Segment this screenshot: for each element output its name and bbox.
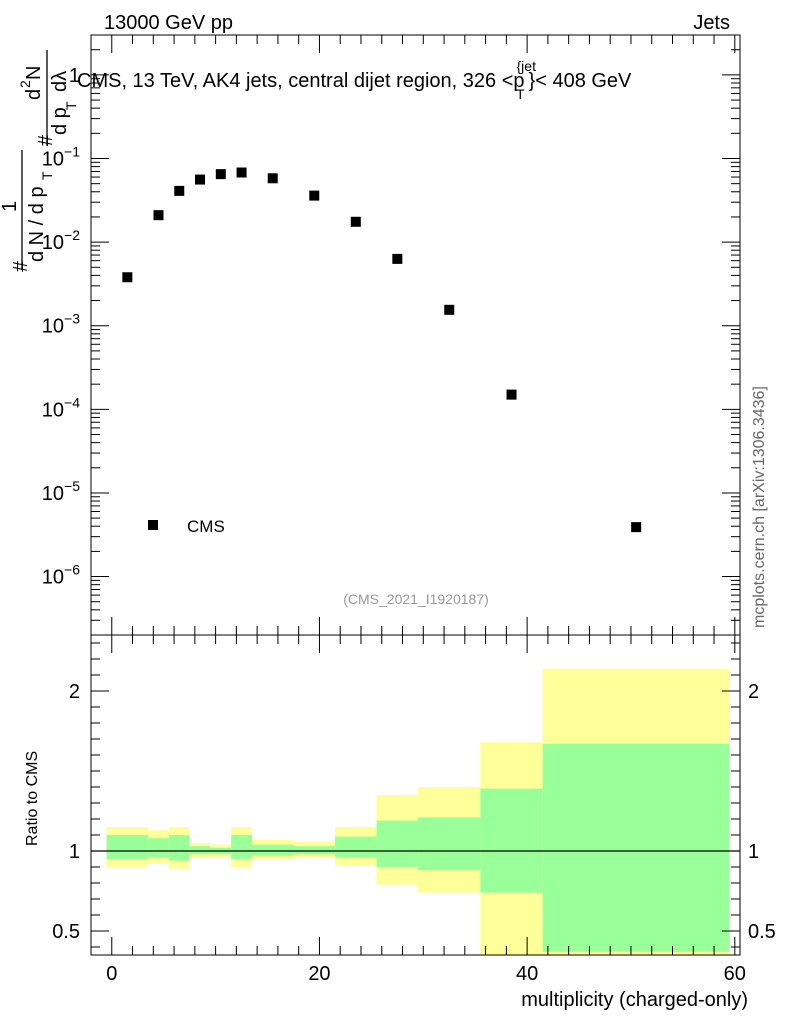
main-y-tick-labels: 10−6 10−5 10−4 10−3 10−2 10−1 1	[42, 65, 80, 589]
cms-data-point	[631, 522, 642, 533]
cms-data-point	[122, 272, 133, 283]
ylabel-den-sub-T: T	[63, 101, 79, 110]
main-y-tick-label: 10−5	[42, 478, 80, 505]
ratio-green-band	[293, 846, 336, 855]
ylabel-hash-1: #	[10, 260, 32, 272]
cms-data-point	[215, 169, 226, 180]
main-y-tick-label: 10−6	[42, 562, 80, 589]
ylabel-dlambda: dλ	[49, 71, 71, 92]
ratio-y-tick-label: 2	[69, 681, 80, 703]
cms-data-point	[444, 304, 455, 315]
title-sub: T	[516, 86, 525, 102]
ratio-green-band	[189, 846, 211, 855]
ratio-plot-frame	[90, 634, 741, 956]
ratio-y-tick-label-right: 2	[748, 681, 759, 703]
main-y-tick-label: 10−1	[42, 144, 80, 171]
main-plot-title: CMS, 13 TeV, AK4 jets, central dijet reg…	[77, 58, 632, 102]
cms-data-point	[309, 190, 320, 201]
x-tick-label: 20	[308, 963, 330, 985]
ratio-y-axis-label: Ratio to CMS	[24, 751, 41, 846]
main-y-tick-label: 1	[69, 65, 80, 87]
x-tick-label: 40	[516, 963, 538, 985]
main-axis-ticks	[90, 34, 740, 636]
ylabel-num-N: N	[23, 66, 45, 80]
mcplots-watermark: mcplots.cern.ch [arXiv:1306.3436]	[751, 386, 768, 628]
main-y-tick-label: 10−3	[42, 311, 80, 338]
cms-data-point	[267, 173, 278, 184]
ratio-y-tick-label-right: 0.5	[748, 921, 776, 943]
main-data-markers	[122, 167, 642, 533]
ratio-green-band	[542, 743, 730, 952]
main-plot-frame	[90, 34, 741, 636]
x-tick-label: 60	[724, 963, 746, 985]
header-process-label: Jets	[693, 12, 730, 34]
ratio-green-band	[335, 836, 377, 858]
cms-data-point	[236, 167, 247, 178]
main-y-tick-label: 10−4	[42, 394, 80, 421]
ylabel-hash-2: #	[35, 134, 57, 146]
cms-data-point	[195, 174, 206, 185]
ratio-green-band	[376, 820, 419, 867]
x-tick-label: 0	[106, 963, 117, 985]
ratio-axis-ticks	[90, 635, 740, 955]
header-energy-label: 13000 GeV pp	[104, 12, 233, 34]
cms-data-point	[506, 389, 517, 400]
main-y-axis-label: # 1 d N / d p T # d 2 N d p T dλ	[0, 50, 79, 272]
title-sup: {jet	[517, 58, 537, 74]
ylabel-one: 1	[0, 201, 21, 212]
ratio-green-bands	[106, 743, 730, 952]
cms-data-point	[153, 210, 164, 221]
cms-data-point	[174, 185, 185, 196]
ratio-green-band	[251, 844, 294, 856]
ratio-y-tick-labels: 0.5 0.5 1 1 2 2	[52, 681, 776, 943]
ratio-x-tick-labels: 0 20 40 60	[106, 963, 746, 985]
cms-data-point	[350, 216, 361, 227]
title-main: CMS, 13 TeV, AK4 jets, central dijet reg…	[77, 70, 525, 92]
ratio-y-tick-label: 0.5	[52, 921, 80, 943]
ratio-y-tick-label-right: 1	[748, 841, 759, 863]
legend-label-cms: CMS	[187, 517, 225, 536]
ylabel-num-d: d	[23, 89, 45, 100]
ratio-green-band	[148, 838, 169, 858]
ratio-green-band	[106, 835, 149, 859]
ylabel-num-exp-2: 2	[17, 80, 33, 88]
cms-data-point	[392, 253, 403, 264]
legend-marker-cms	[148, 520, 158, 530]
ylabel-lower-denominator: d N / d p	[26, 186, 48, 262]
analysis-id-label: (CMS_2021_I1920187)	[343, 591, 489, 607]
x-axis-label: multiplicity (charged-only)	[521, 989, 748, 1011]
ratio-green-band	[480, 788, 543, 893]
title-tail: }< 408 GeV	[529, 70, 633, 92]
main-y-tick-label: 10−2	[42, 227, 80, 254]
ratio-y-tick-label: 1	[69, 841, 80, 863]
ratio-green-band	[168, 835, 190, 861]
ratio-green-band	[418, 817, 481, 871]
ylabel-den: d p	[49, 107, 71, 135]
ylabel-lower-sub-T: T	[39, 171, 55, 180]
ratio-green-band	[231, 835, 252, 859]
